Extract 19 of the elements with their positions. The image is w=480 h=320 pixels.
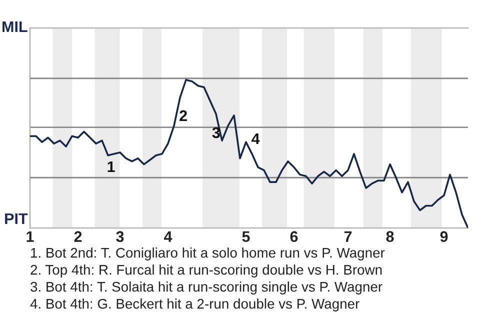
text: 4. Bot 4th: G. Beckert hit a 2-run double vs P. Wagner <box>30 298 360 312</box>
x-tick-label: 5 <box>242 231 250 242</box>
annotation: 1 <box>108 161 115 172</box>
x-tick-label: 9 <box>440 231 448 242</box>
text: 1. Bot 2nd: T. Conigliaro hit a solo home run vs P. Wagner <box>31 248 385 260</box>
x-tick-label: 8 <box>386 231 394 242</box>
x-tick-label: 7 <box>344 231 352 242</box>
x-tick-label: 2 <box>74 231 82 242</box>
x-tick-label: 4 <box>164 231 172 242</box>
x-tick-label: 3 <box>116 231 124 242</box>
text: 2. Top 4th: R. Furcal hit a run-scoring double vs H. Brown <box>30 264 382 278</box>
text: MIL <box>2 21 28 32</box>
x-tick-label: 1 <box>26 231 34 242</box>
text: PIT <box>5 213 28 224</box>
annotation: 3 <box>212 127 220 138</box>
annotation: 4 <box>252 133 260 144</box>
text: 3. Bot 4th: T. Solaita hit a run-scoring single vs P. Wagner <box>30 282 382 294</box>
x-tick-label: 6 <box>290 231 298 242</box>
annotation: 2 <box>180 110 187 121</box>
